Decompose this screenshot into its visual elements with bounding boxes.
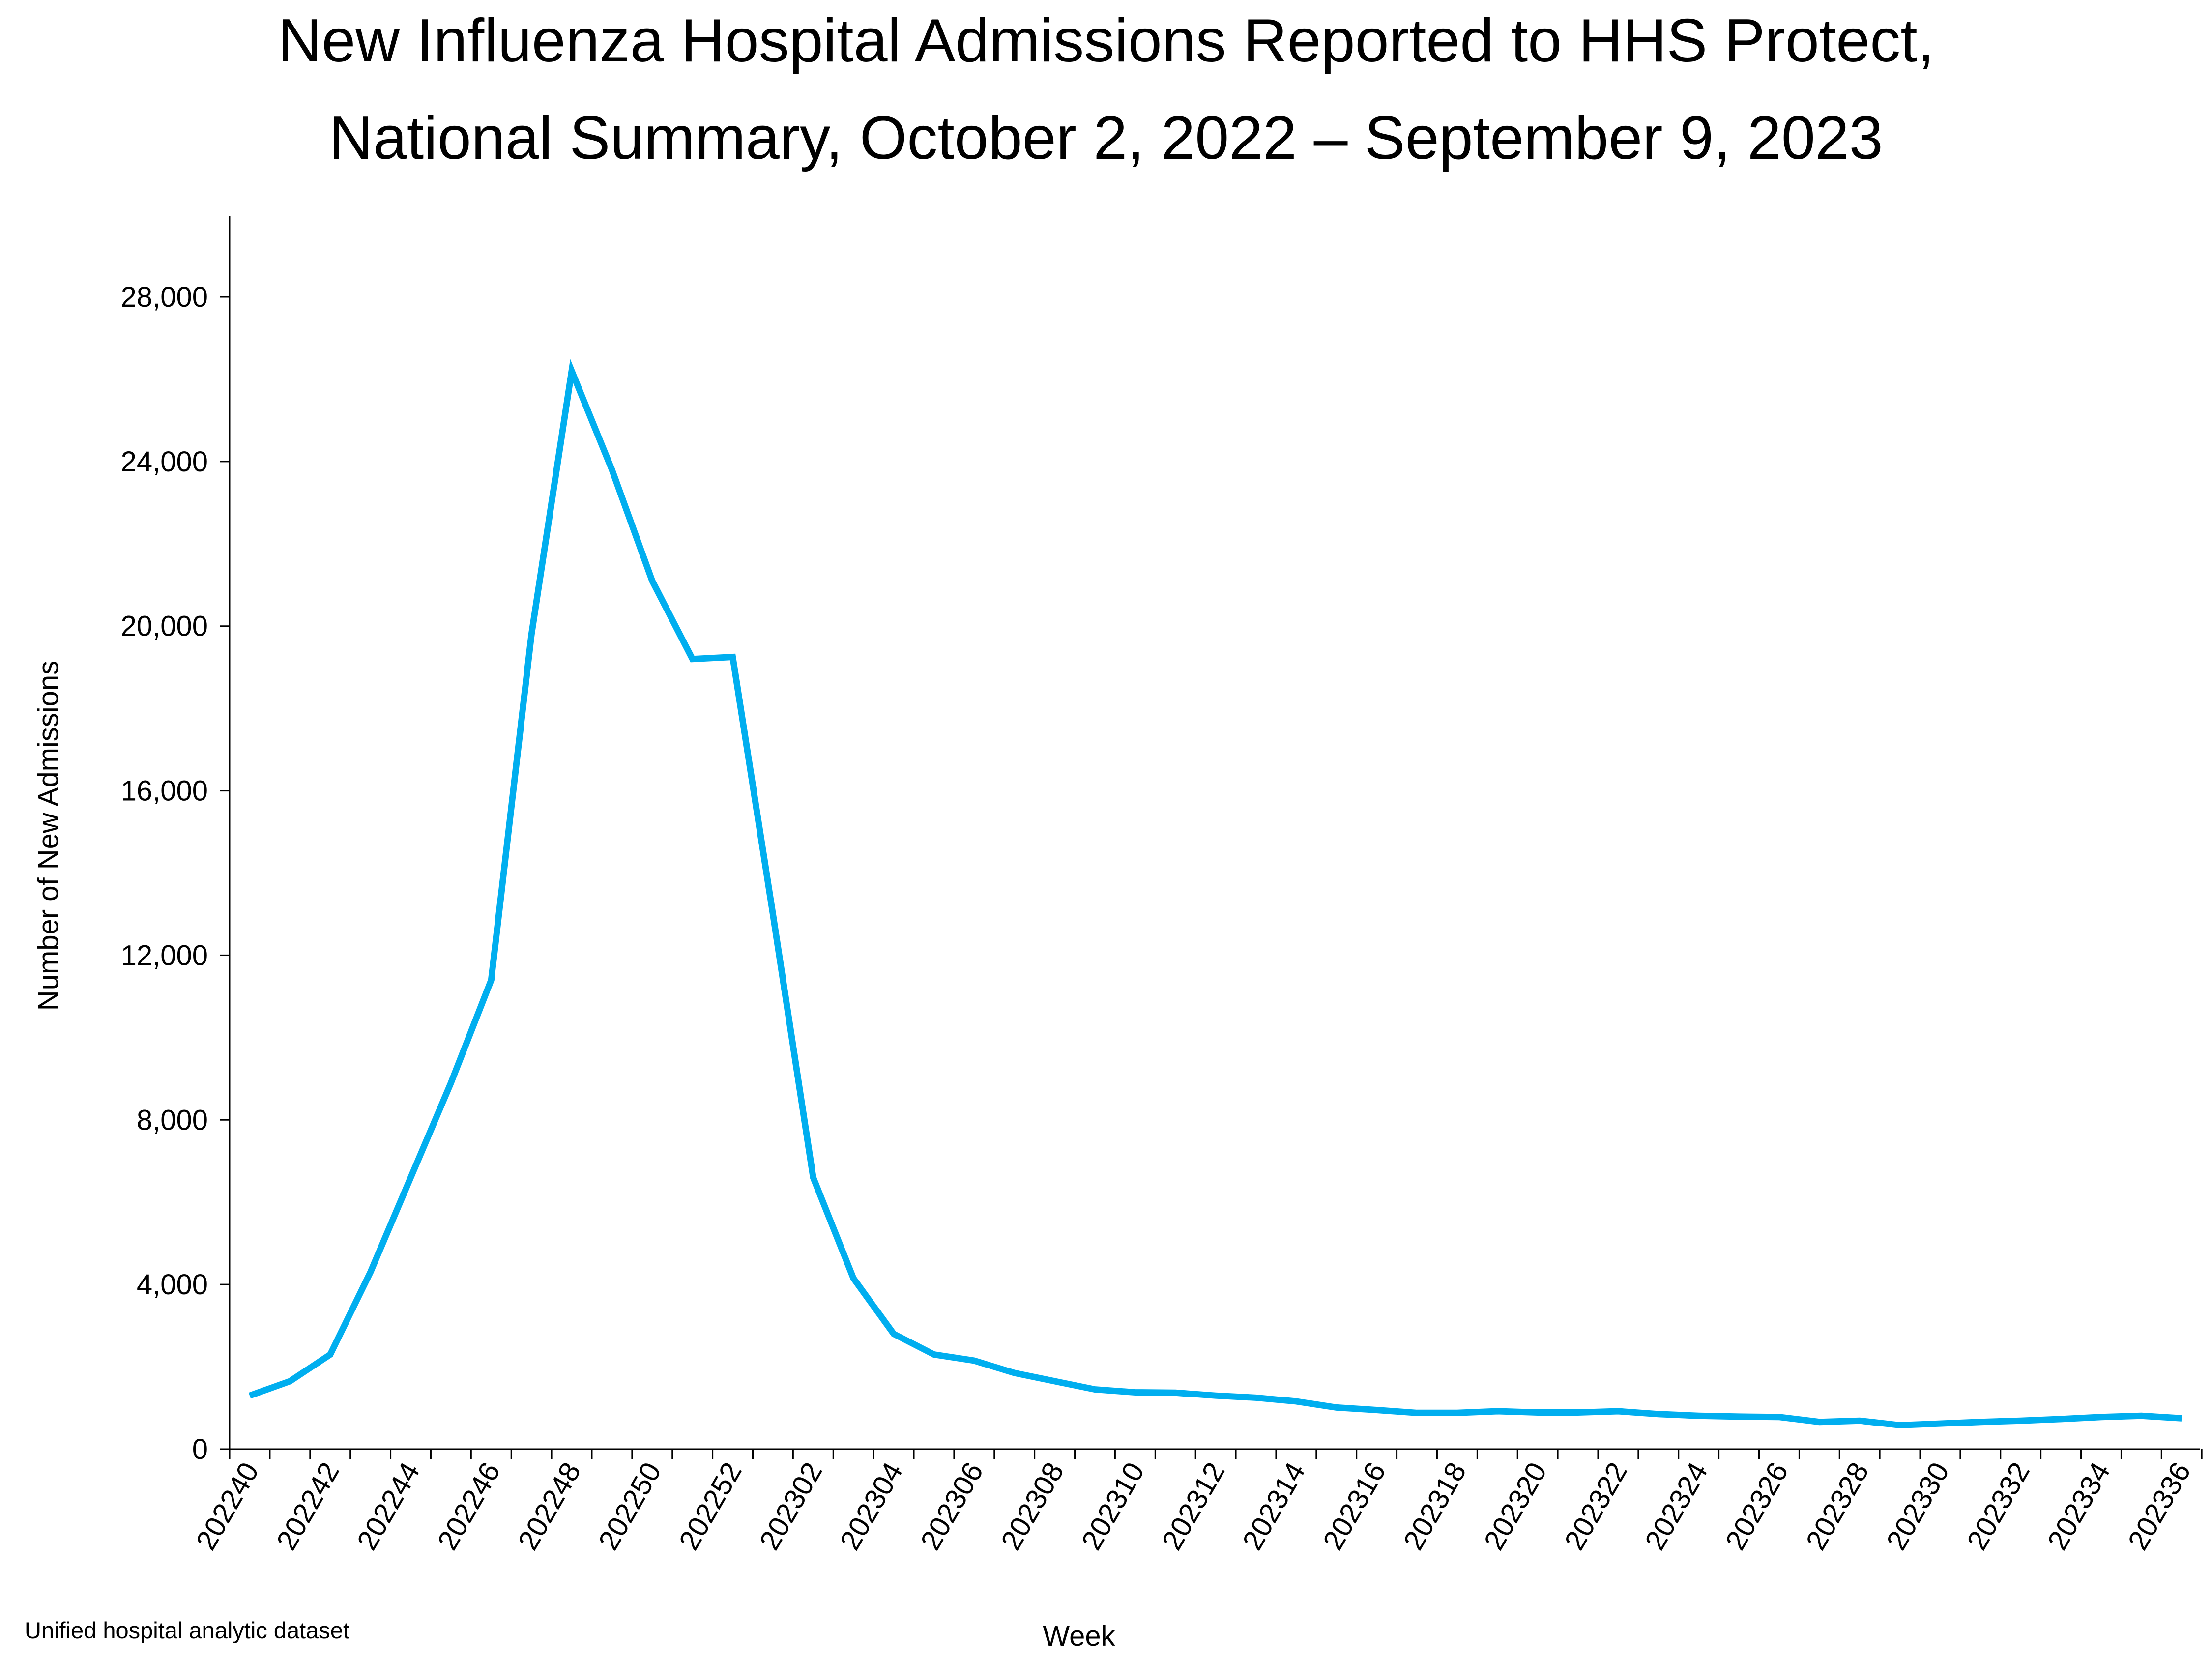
x-tick-label: 202336 [2122, 1457, 2197, 1555]
y-tick-label: 24,000 [121, 446, 208, 478]
y-tick-label: 28,000 [121, 281, 208, 313]
source-note: Unified hospital analytic dataset [25, 1617, 349, 1643]
x-tick-label: 202322 [1558, 1457, 1633, 1555]
x-tick-label: 202324 [1639, 1457, 1714, 1555]
x-tick-label: 202328 [1800, 1457, 1875, 1555]
y-axis-title: Number of New Admissions [32, 661, 64, 1011]
x-tick-label: 202318 [1397, 1457, 1473, 1555]
x-tick-label: 202314 [1236, 1457, 1311, 1555]
x-axis-title: Week [1043, 1620, 1115, 1652]
x-tick-label: 202308 [995, 1457, 1070, 1555]
x-tick-label: 202240 [190, 1457, 265, 1555]
x-tick-label: 202242 [270, 1457, 346, 1555]
x-tick-label: 202302 [754, 1457, 829, 1555]
x-tick-label: 202246 [431, 1457, 506, 1555]
x-axis: 202240 202242 202244 202246 202248 202250 2022… [190, 1448, 2203, 1555]
chart-title-line-1: New Influenza Hospital Admissions Report… [278, 7, 1934, 75]
y-tick-label: 12,000 [121, 939, 208, 971]
y-axis: 0 4,000 8,000 12,000 16,000 20,000 24,000 28,00… [121, 216, 231, 1465]
y-tick-label: 4,000 [137, 1269, 208, 1301]
x-tick-label: 202330 [1880, 1457, 1955, 1555]
x-tick-label: 202248 [512, 1457, 587, 1555]
x-tick-label: 202312 [1156, 1457, 1231, 1555]
x-tick-label: 202304 [834, 1457, 909, 1555]
x-tick-label: 202334 [2041, 1457, 2117, 1555]
x-tick-label: 202252 [673, 1457, 748, 1555]
y-tick-label: 0 [192, 1433, 208, 1465]
x-tick-label: 202316 [1317, 1457, 1392, 1555]
x-tick-label: 202250 [592, 1457, 668, 1555]
x-tick-label: 202320 [1478, 1457, 1553, 1555]
series-lines [248, 359, 2182, 1428]
chart-title-line-2: National Summary, October 2, 2022 – Sept… [329, 104, 1883, 172]
y-tick-label: 8,000 [137, 1104, 208, 1136]
y-tick-label: 16,000 [121, 775, 208, 807]
x-tick-label: 202306 [914, 1457, 990, 1555]
x-tick-label: 202244 [351, 1457, 426, 1555]
y-tick-label: 20,000 [121, 611, 208, 642]
series-line [248, 359, 2182, 1428]
x-tick-label: 202332 [1961, 1457, 2036, 1555]
x-tick-label: 202310 [1076, 1457, 1151, 1555]
x-tick-label: 202326 [1719, 1457, 1795, 1555]
